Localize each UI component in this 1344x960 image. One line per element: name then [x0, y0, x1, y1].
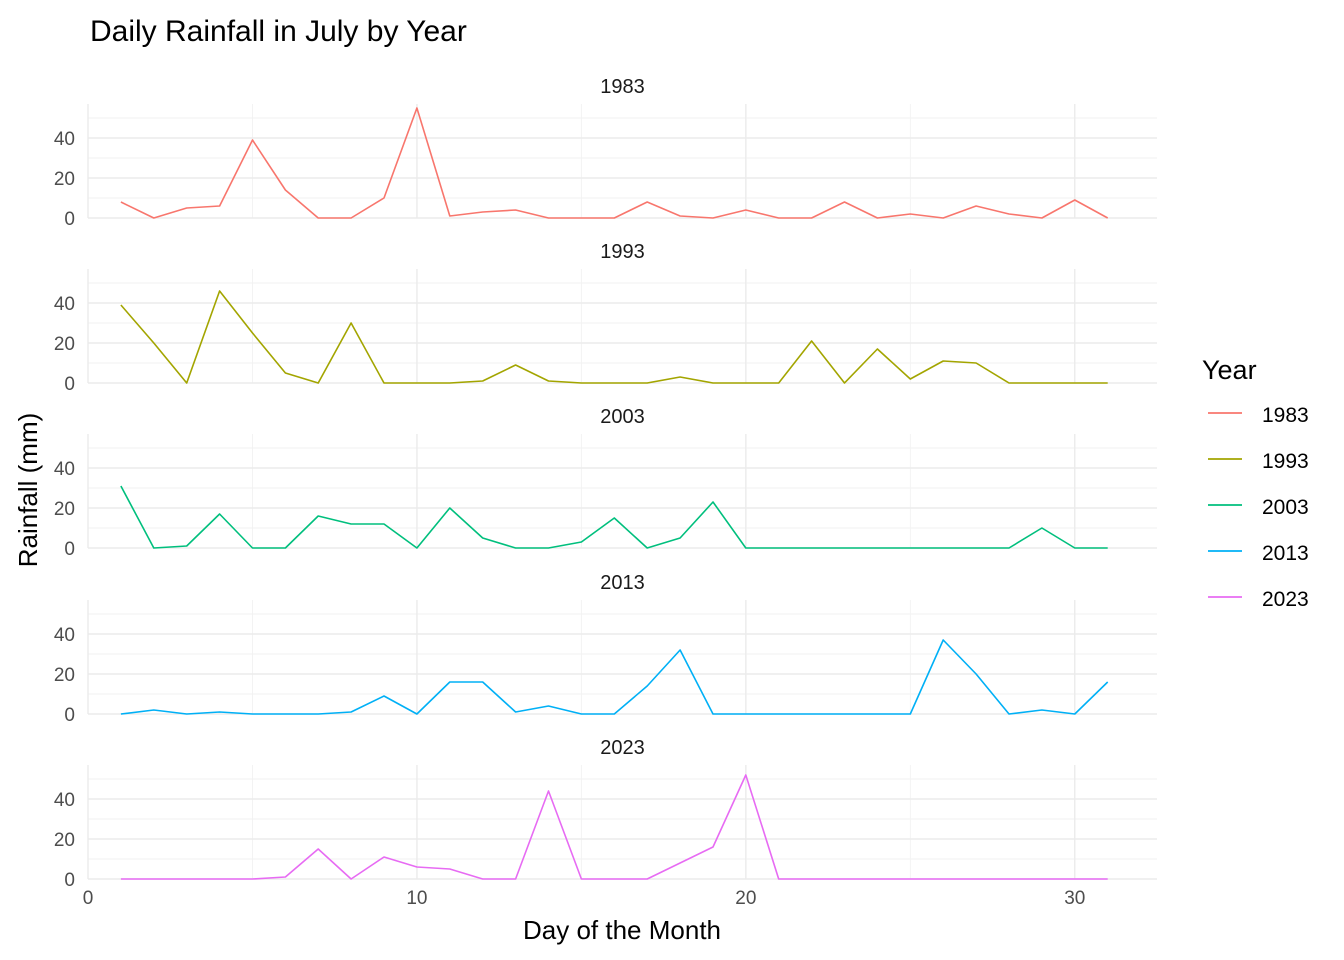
y-tick-label: 40	[54, 459, 75, 480]
legend-label: 2013	[1262, 542, 1309, 565]
legend-label: 2003	[1262, 496, 1309, 519]
legend-item-1993: 1993	[1208, 450, 1309, 473]
panel-2003: 2003 0 20 40	[54, 406, 1157, 560]
legend-item-2003: 2003	[1208, 496, 1309, 519]
panel-strip-label: 2013	[600, 572, 645, 594]
legend-label: 1983	[1262, 404, 1309, 427]
y-tick-label: 0	[64, 374, 75, 395]
series-line-2023	[120, 774, 1108, 880]
y-tick-label: 40	[54, 625, 75, 646]
panel-1993: 1993 0 20 40	[54, 241, 1157, 395]
x-tick-label: 20	[735, 888, 756, 909]
y-tick-label: 0	[64, 209, 75, 230]
panel-strip-label: 2023	[600, 737, 645, 759]
y-tick-label: 0	[64, 539, 75, 560]
legend-label: 1993	[1262, 450, 1309, 473]
panel-2023: 2023 0 20 40	[54, 737, 1157, 891]
chart-title: Daily Rainfall in July by Year	[90, 15, 467, 48]
y-tick-label: 40	[54, 294, 75, 315]
y-tick-label: 40	[54, 129, 75, 150]
y-tick-label: 20	[54, 334, 75, 355]
x-axis: 0 10 20 30	[83, 888, 1086, 909]
x-axis-title: Day of the Month	[523, 915, 721, 945]
legend-item-2013: 2013	[1208, 542, 1309, 565]
legend-title: Year	[1202, 355, 1257, 385]
y-tick-label: 40	[54, 790, 75, 811]
legend: Year 1983 1993 2003 2013 2023	[1202, 355, 1309, 611]
panel-strip-label: 1993	[600, 241, 645, 263]
x-tick-label: 10	[406, 888, 427, 909]
series-line-2003	[120, 485, 1108, 549]
x-tick-label: 30	[1064, 888, 1085, 909]
legend-label: 2023	[1262, 588, 1309, 611]
series-line-1993	[120, 290, 1108, 384]
panel-strip-label: 2003	[600, 406, 645, 428]
y-tick-label: 20	[54, 830, 75, 851]
x-tick-label: 0	[83, 888, 94, 909]
y-tick-label: 20	[54, 169, 75, 190]
y-tick-label: 0	[64, 705, 75, 726]
y-axis-title: Rainfall (mm)	[13, 413, 43, 568]
y-tick-label: 20	[54, 499, 75, 520]
panel-2013: 2013 0 20 40	[54, 572, 1157, 726]
y-tick-label: 20	[54, 665, 75, 686]
series-line-1983	[120, 107, 1109, 219]
legend-item-2023: 2023	[1208, 588, 1309, 611]
panel-strip-label: 1983	[600, 76, 645, 98]
panels: 1983020401993020402003020402013020402023…	[54, 76, 1157, 891]
y-tick-label: 0	[64, 870, 75, 891]
series-line-2013	[120, 639, 1109, 715]
legend-item-1983: 1983	[1208, 404, 1309, 427]
panel-1983: 1983 0 20 40	[54, 76, 1157, 230]
